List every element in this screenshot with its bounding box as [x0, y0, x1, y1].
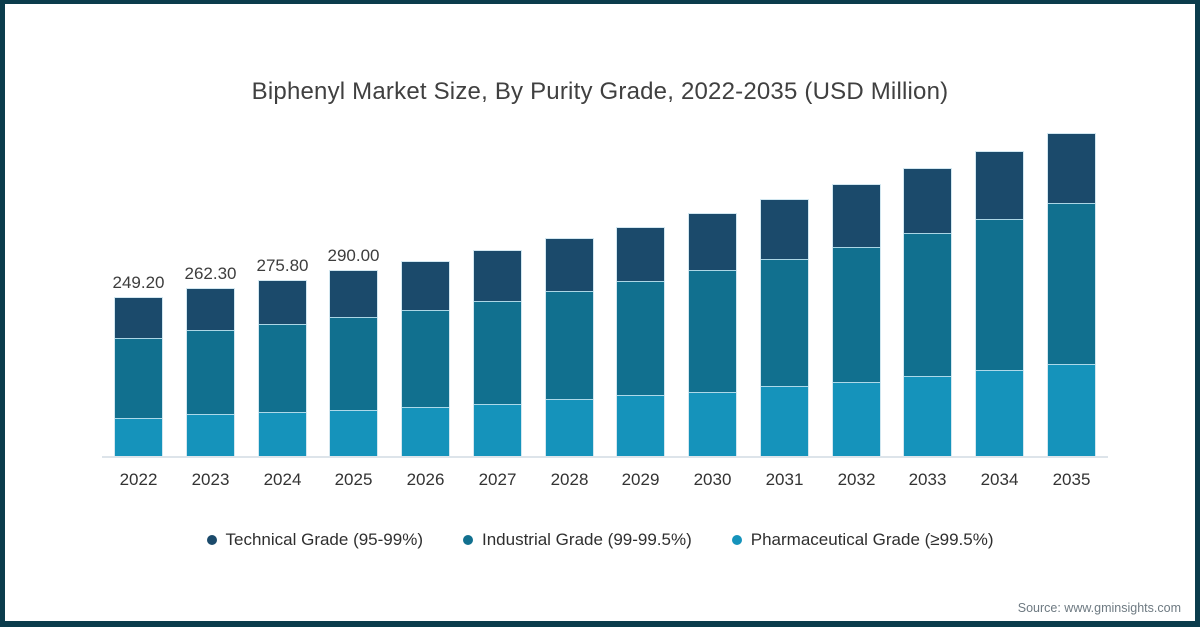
bar-segment-2023-middle[interactable] — [187, 330, 234, 414]
x-axis-label-2029: 2029 — [621, 470, 660, 489]
bar-segment-2035-middle[interactable] — [1048, 203, 1095, 364]
bar-segment-2034-top[interactable] — [976, 152, 1023, 219]
bar-segment-2024-middle[interactable] — [259, 324, 306, 412]
bar-segment-2027-top[interactable] — [474, 251, 521, 301]
x-axis-label-2033: 2033 — [908, 470, 947, 489]
bar-segment-2031-top[interactable] — [761, 200, 808, 259]
bar-segment-2025-middle[interactable] — [330, 317, 377, 410]
data-label-2025: 290.00 — [327, 246, 380, 265]
stacked-bar-2023[interactable] — [186, 288, 235, 458]
legend-dot-icon — [206, 535, 217, 545]
stacked-bar-2033[interactable] — [903, 168, 952, 458]
legend-label: Technical Grade (95-99%) — [225, 530, 423, 549]
stacked-bar-2022[interactable] — [114, 297, 163, 458]
stacked-bar-2029[interactable] — [616, 227, 665, 458]
x-axis-label-2035: 2035 — [1052, 470, 1091, 489]
x-axis-label-2026: 2026 — [406, 470, 445, 489]
legend-item-top-grade[interactable]: Technical Grade (95-99%) — [206, 530, 423, 550]
bar-segment-2032-top[interactable] — [833, 185, 880, 247]
legend-label: Pharmaceutical Grade (≥99.5%) — [750, 530, 994, 549]
stacked-bar-2035[interactable] — [1047, 133, 1096, 458]
bar-segment-2034-bottom[interactable] — [976, 370, 1023, 457]
bar-segment-2030-bottom[interactable] — [689, 392, 736, 457]
bar-segment-2028-bottom[interactable] — [546, 399, 593, 457]
data-label-2023: 262.30 — [184, 264, 237, 283]
stacked-bar-2028[interactable] — [545, 238, 594, 458]
data-label-2024: 275.80 — [256, 256, 309, 275]
x-axis-label-2031: 2031 — [765, 470, 804, 489]
bar-segment-2033-bottom[interactable] — [904, 376, 951, 457]
x-axis-label-2025: 2025 — [334, 470, 373, 489]
bar-segment-2029-top[interactable] — [617, 228, 664, 281]
x-axis-label-2022: 2022 — [119, 470, 158, 489]
bar-segment-2022-bottom[interactable] — [115, 418, 162, 457]
bar-segment-2023-bottom[interactable] — [187, 414, 234, 457]
bar-segment-2035-top[interactable] — [1048, 134, 1095, 203]
bar-segment-2022-top[interactable] — [115, 298, 162, 338]
stacked-bar-2026[interactable] — [401, 261, 450, 458]
stacked-bar-2024[interactable] — [258, 280, 307, 458]
x-axis-label-2027: 2027 — [478, 470, 517, 489]
bar-segment-2032-bottom[interactable] — [833, 382, 880, 457]
bar-segment-2024-top[interactable] — [259, 281, 306, 324]
bar-segment-2023-top[interactable] — [187, 289, 234, 330]
bar-segment-2024-bottom[interactable] — [259, 412, 306, 457]
stacked-bar-2031[interactable] — [760, 199, 809, 458]
bar-segment-2027-middle[interactable] — [474, 301, 521, 404]
bar-segment-2026-middle[interactable] — [402, 310, 449, 407]
bar-segment-2028-top[interactable] — [546, 239, 593, 291]
plot-area: 2022 2023 2024 2025 2026 2027 2028 2029 2030 2031… — [5, 4, 1195, 621]
bar-segment-2033-middle[interactable] — [904, 233, 951, 376]
stacked-bar-2034[interactable] — [975, 151, 1024, 458]
bar-segment-2025-bottom[interactable] — [330, 410, 377, 457]
bar-segment-2022-middle[interactable] — [115, 338, 162, 418]
bar-segment-2027-bottom[interactable] — [474, 404, 521, 457]
x-axis-line — [102, 456, 1108, 458]
legend-item-middle-grade[interactable]: Industrial Grade (99-99.5%) — [462, 530, 692, 550]
stacked-bar-2025[interactable] — [329, 270, 378, 458]
bar-segment-2035-bottom[interactable] — [1048, 364, 1095, 457]
bar-segment-2034-middle[interactable] — [976, 219, 1023, 370]
stacked-bar-2027[interactable] — [473, 250, 522, 458]
legend-label: Industrial Grade (99-99.5%) — [481, 530, 692, 549]
stacked-bar-2030[interactable] — [688, 213, 737, 458]
bar-segment-2029-middle[interactable] — [617, 281, 664, 395]
legend-item-bottom-grade[interactable]: Pharmaceutical Grade (≥99.5%) — [731, 530, 994, 550]
x-axis-label-2034: 2034 — [980, 470, 1019, 489]
source-credit: Source: www.gminsights.com — [1017, 601, 1181, 615]
legend-dot-icon — [731, 535, 742, 545]
bar-segment-2030-top[interactable] — [689, 214, 736, 270]
x-axis-label-2024: 2024 — [263, 470, 302, 489]
bar-segment-2031-middle[interactable] — [761, 259, 808, 386]
bar-segment-2025-top[interactable] — [330, 271, 377, 317]
bar-segment-2033-top[interactable] — [904, 169, 951, 233]
bar-segment-2032-middle[interactable] — [833, 247, 880, 382]
x-axis-label-2032: 2032 — [837, 470, 876, 489]
chart-title: Biphenyl Market Size, By Purity Grade, 2… — [251, 78, 949, 105]
bar-segment-2030-middle[interactable] — [689, 270, 736, 392]
x-axis-label-2023: 2023 — [191, 470, 230, 489]
stacked-bar-2032[interactable] — [832, 184, 881, 458]
bar-segment-2026-bottom[interactable] — [402, 407, 449, 457]
x-axis-label-2028: 2028 — [550, 470, 589, 489]
bar-segment-2026-top[interactable] — [402, 262, 449, 310]
bar-segment-2031-bottom[interactable] — [761, 386, 808, 457]
bar-segment-2029-bottom[interactable] — [617, 395, 664, 457]
legend: Technical Grade (95-99%) Industrial Grade… — [5, 530, 1195, 550]
bar-segment-2028-middle[interactable] — [546, 291, 593, 399]
x-axis-label-2030: 2030 — [693, 470, 732, 489]
data-label-2022: 249.20 — [112, 273, 165, 292]
legend-dot-icon — [462, 535, 473, 545]
